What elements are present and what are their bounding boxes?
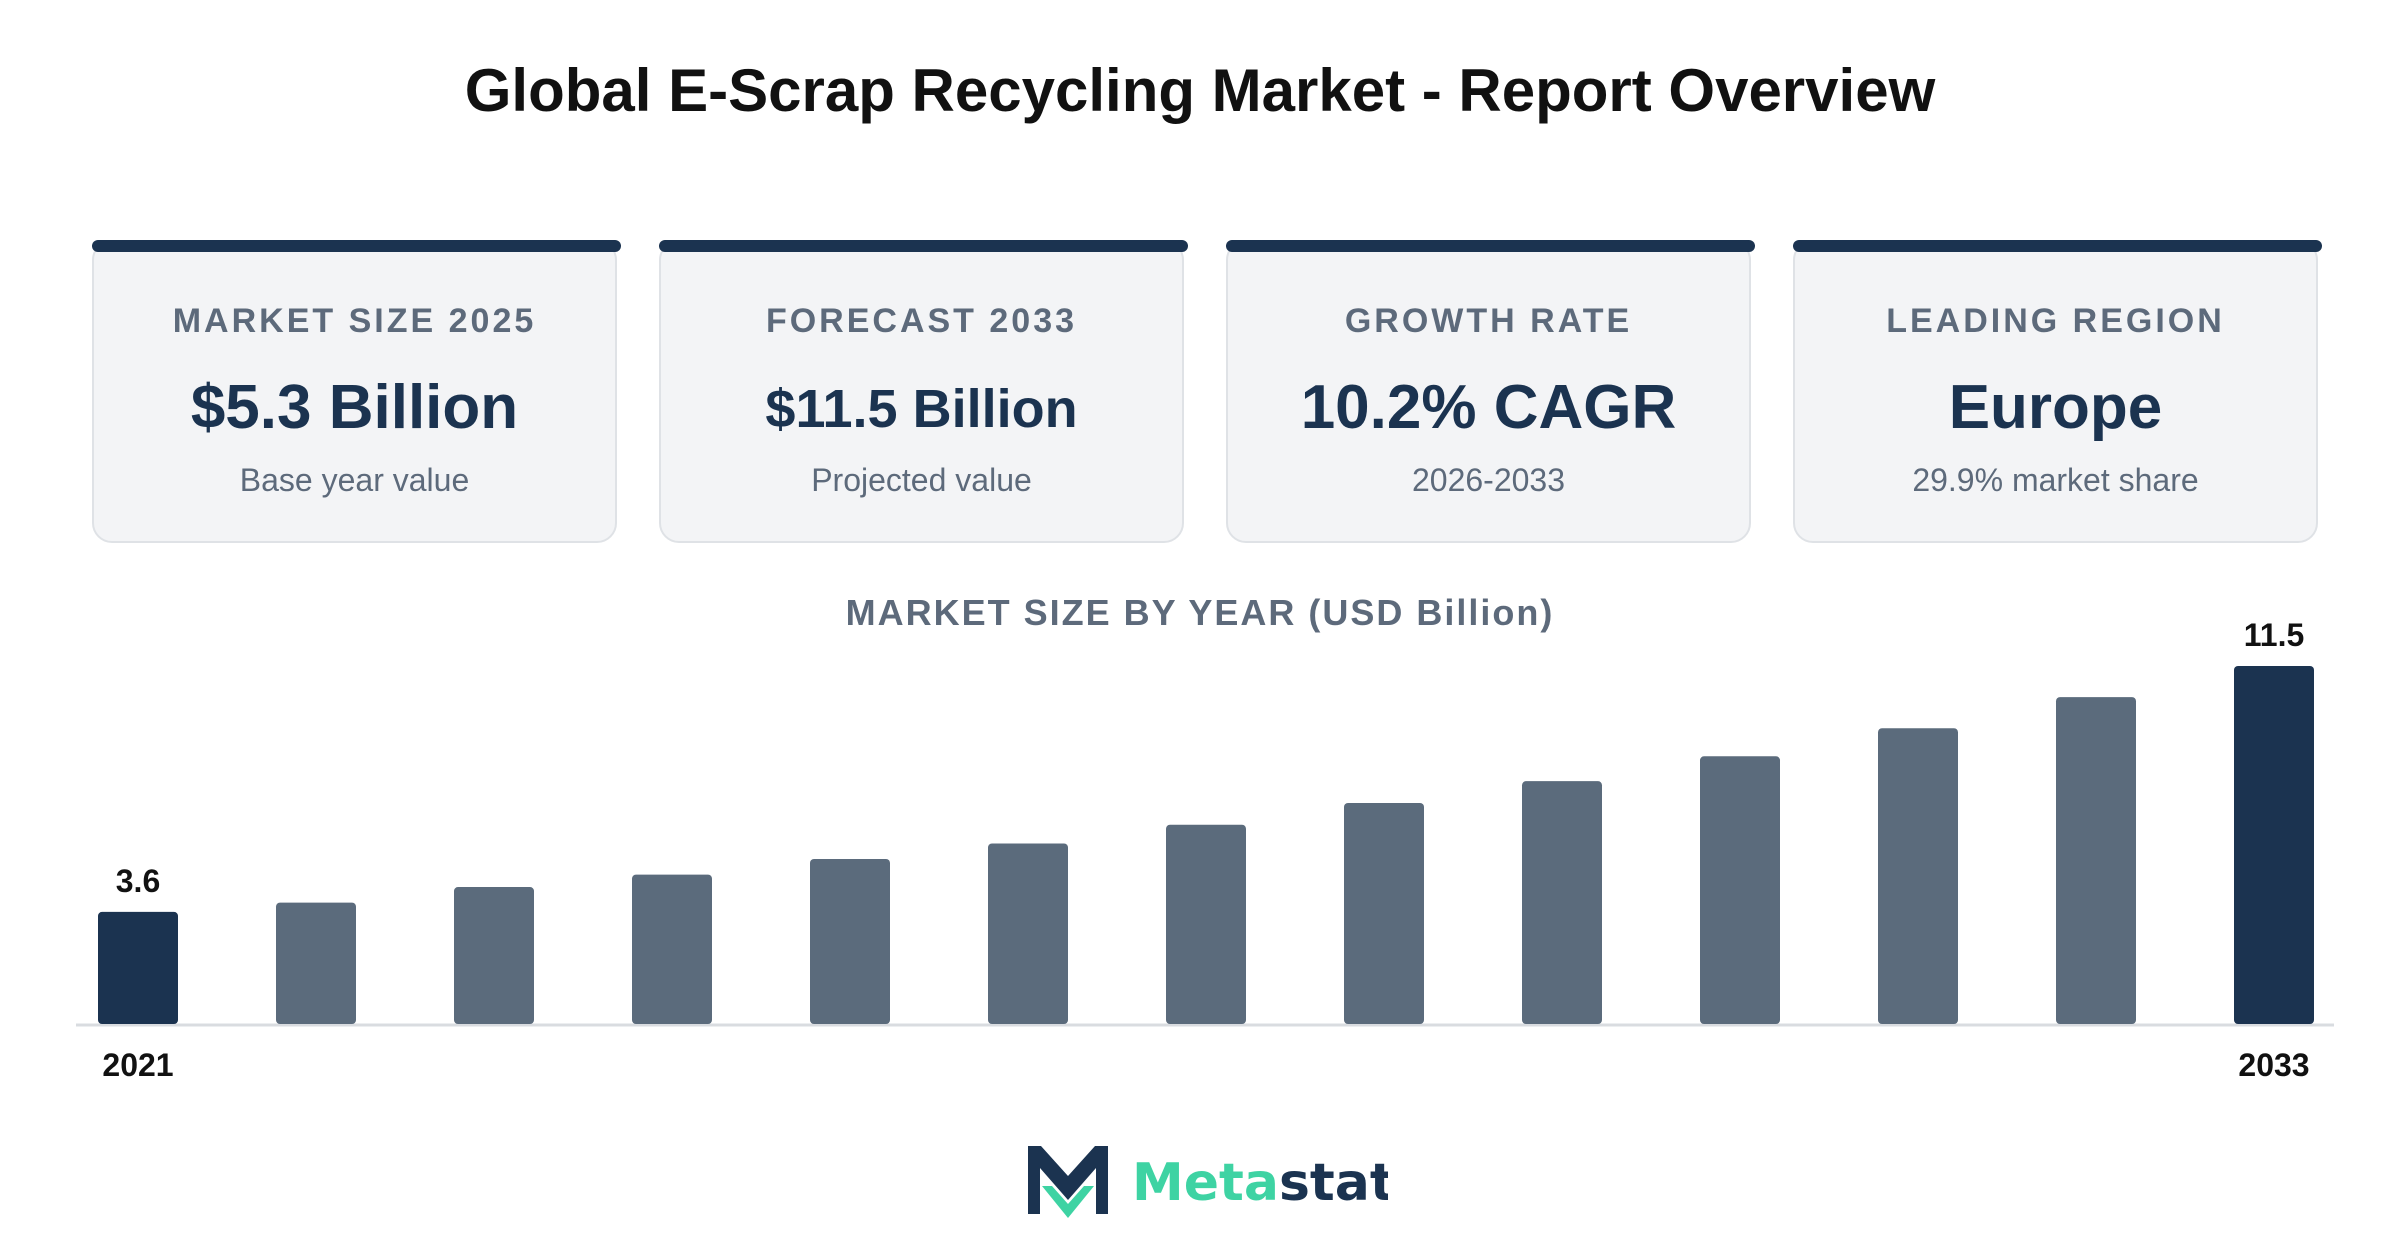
logo-text-meta: Meta bbox=[1132, 1153, 1279, 1213]
bar-2032 bbox=[2056, 697, 2136, 1024]
value-label-2021: 3.6 bbox=[116, 863, 160, 899]
bar-2029 bbox=[1522, 781, 1602, 1024]
card-label: FORECAST 2033 bbox=[765, 302, 1078, 340]
card-forecast: FORECAST 2033 $11.5 Billion Projected va… bbox=[659, 240, 1188, 543]
bar-2023 bbox=[454, 887, 534, 1024]
chart-title: MARKET SIZE BY YEAR (USD Billion) bbox=[845, 592, 1555, 633]
bar-2022 bbox=[276, 902, 356, 1024]
card-label: GROWTH RATE bbox=[1344, 302, 1633, 340]
tick-label-2021: 2021 bbox=[102, 1047, 173, 1083]
card-value: $5.3 Billion bbox=[190, 373, 519, 442]
card-accent-bar bbox=[1226, 240, 1755, 252]
value-label-2033: 11.5 bbox=[2244, 617, 2305, 653]
market-size-bar-chart: 3.6 2021 11.5 2033 bbox=[76, 617, 2334, 1083]
page-title: Global E-Scrap Recycling Market - Report… bbox=[464, 57, 1936, 124]
card-accent-bar bbox=[1793, 240, 2322, 252]
logo-text-stat: stat bbox=[1279, 1153, 1388, 1213]
bar-2026 bbox=[988, 843, 1068, 1024]
card-subtext: 2026-2033 bbox=[1411, 462, 1566, 498]
card-accent-bar bbox=[659, 240, 1188, 252]
bar-2021 bbox=[98, 911, 178, 1024]
card-value: Europe bbox=[1948, 373, 2163, 442]
tick-label-2033: 2033 bbox=[2238, 1047, 2309, 1083]
metastat-logo: Metastat bbox=[1028, 1146, 1388, 1218]
card-value: $11.5 Billion bbox=[765, 379, 1078, 439]
card-value: 10.2% CAGR bbox=[1300, 373, 1677, 442]
card-subtext: Projected value bbox=[811, 462, 1032, 498]
card-subtext: 29.9% market share bbox=[1912, 462, 2199, 498]
bar-2030 bbox=[1700, 756, 1780, 1024]
bar-2028 bbox=[1344, 802, 1424, 1024]
card-growth-rate: GROWTH RATE 10.2% CAGR 2026-2033 bbox=[1226, 240, 1755, 543]
card-accent-bar bbox=[92, 240, 621, 252]
bar-2027 bbox=[1166, 824, 1246, 1024]
card-label: LEADING REGION bbox=[1886, 302, 2225, 340]
bar-2025 bbox=[810, 859, 890, 1024]
metastat-logo-mark bbox=[1028, 1146, 1108, 1218]
kpi-cards: MARKET SIZE 2025 $5.3 Billion Base year … bbox=[92, 240, 2322, 543]
bar-2024 bbox=[632, 874, 712, 1024]
card-leading-region: LEADING REGION Europe 29.9% market share bbox=[1793, 240, 2322, 543]
card-subtext: Base year value bbox=[239, 462, 470, 498]
card-label: MARKET SIZE 2025 bbox=[172, 302, 537, 340]
bar-2033 bbox=[2234, 666, 2314, 1024]
card-market-size: MARKET SIZE 2025 $5.3 Billion Base year … bbox=[92, 240, 621, 543]
bar-2031 bbox=[1878, 728, 1958, 1024]
svg-text:Metastat: Metastat bbox=[1132, 1153, 1388, 1213]
